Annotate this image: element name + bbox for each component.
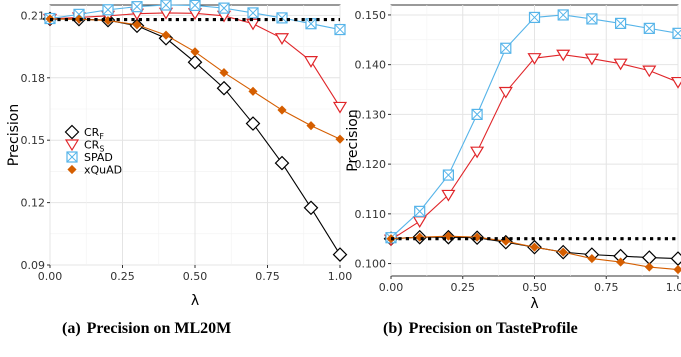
data-point [587, 254, 597, 264]
data-point [644, 262, 654, 272]
legend-marker [66, 151, 78, 163]
data-point [643, 22, 655, 34]
caption-a-label: (a) [62, 320, 81, 337]
data-point [247, 7, 259, 19]
data-point [414, 205, 426, 217]
series-2 [385, 9, 681, 244]
y-tick-label: 0.12 [21, 197, 46, 210]
panel-a: 0.09 0.12 0.15 0.18 0.21 0.00 0.25 0.50 0.75 1.00… [6, 0, 352, 309]
data-point [471, 108, 483, 120]
data-point [274, 155, 290, 171]
x-axis-label: λ [530, 296, 538, 312]
data-point [584, 53, 599, 66]
caption-b-text: Precision on TasteProfile [408, 320, 578, 337]
data-point [102, 4, 114, 16]
data-point [219, 68, 229, 78]
series-3 [45, 14, 345, 144]
caption-b: (b) Precision on TasteProfile [383, 320, 578, 338]
data-point [334, 23, 346, 36]
y-tick-label: 0.110 [355, 208, 387, 221]
data-point [616, 257, 626, 267]
legend-label: CRF [84, 126, 104, 141]
y-tick-label: 0.21 [21, 9, 46, 22]
x-tick-label: 1.00 [666, 281, 681, 294]
gridlines [390, 5, 679, 276]
data-point [73, 8, 85, 20]
data-point [670, 76, 681, 89]
data-point [189, 0, 201, 12]
y-axis-label: Precision [345, 109, 361, 171]
panel-b: 0.100 0.110 0.120 0.130 0.140 0.150 0.00 0.25 0.… [345, 4, 681, 312]
data-point [303, 56, 319, 68]
data-point [442, 169, 454, 181]
data-point [586, 13, 598, 25]
x-tick-label: 0.00 [379, 281, 404, 294]
data-point [218, 2, 230, 14]
x-tick-label: 0.75 [255, 270, 280, 283]
legend-marker [67, 164, 77, 175]
data-point [276, 12, 288, 24]
x-tick-label: 0.75 [594, 281, 619, 294]
data-point [248, 86, 258, 96]
x-tick-label: 1.00 [328, 270, 353, 283]
data-point [187, 54, 203, 70]
data-point [527, 53, 542, 65]
data-point [500, 42, 512, 54]
data-point [274, 33, 290, 45]
data-point [332, 247, 348, 262]
data-point [557, 9, 569, 21]
data-point [529, 242, 540, 252]
data-point [306, 121, 316, 131]
caption-a: (a) Precision on ML20M [62, 320, 231, 338]
data-point [132, 20, 142, 30]
x-axis-label: λ [191, 293, 199, 309]
data-point [303, 200, 319, 216]
data-point [498, 86, 513, 99]
x-tick-label: 0.50 [522, 281, 547, 294]
data-point [335, 134, 345, 144]
data-point [245, 116, 261, 131]
legend-label: CRS [84, 139, 104, 154]
legend-marker [64, 139, 80, 152]
legend-label: SPAD [84, 151, 113, 164]
data-point [161, 30, 171, 40]
data-point [131, 1, 143, 13]
caption-a-text: Precision on ML20M [86, 320, 232, 337]
data-point [332, 101, 348, 114]
legend-marker [64, 124, 80, 140]
x-tick-label: 0.00 [38, 270, 63, 283]
data-point [642, 65, 657, 78]
data-point [556, 49, 571, 62]
data-point [277, 105, 287, 115]
series-3 [386, 231, 681, 275]
data-point [216, 80, 232, 96]
data-point [528, 11, 541, 24]
y-tick-label: 0.130 [355, 108, 387, 121]
y-tick-label: 0.120 [355, 158, 387, 171]
data-point [614, 17, 627, 29]
data-point [558, 247, 568, 257]
caption-b-label: (b) [383, 320, 403, 337]
x-tick-label: 0.25 [451, 281, 476, 294]
data-point [160, 0, 172, 11]
y-tick-label: 0.150 [355, 9, 387, 22]
data-point [190, 47, 200, 57]
data-point [470, 146, 485, 159]
data-point [672, 27, 681, 39]
y-tick-label: 0.100 [355, 258, 387, 271]
y-tick-label: 0.140 [355, 59, 387, 72]
y-axis-label: Precision [6, 104, 22, 166]
series-2 [44, 0, 346, 36]
y-tick-label: 0.15 [21, 134, 46, 147]
y-tick-label: 0.18 [21, 72, 46, 85]
x-tick-label: 0.50 [183, 270, 208, 283]
x-tick-label: 0.25 [110, 270, 135, 283]
y-tick-label: 0.09 [21, 259, 46, 272]
legend-label: xQuAD [84, 164, 122, 177]
data-point [613, 58, 628, 71]
data-point [441, 189, 456, 202]
series-1 [383, 49, 681, 247]
